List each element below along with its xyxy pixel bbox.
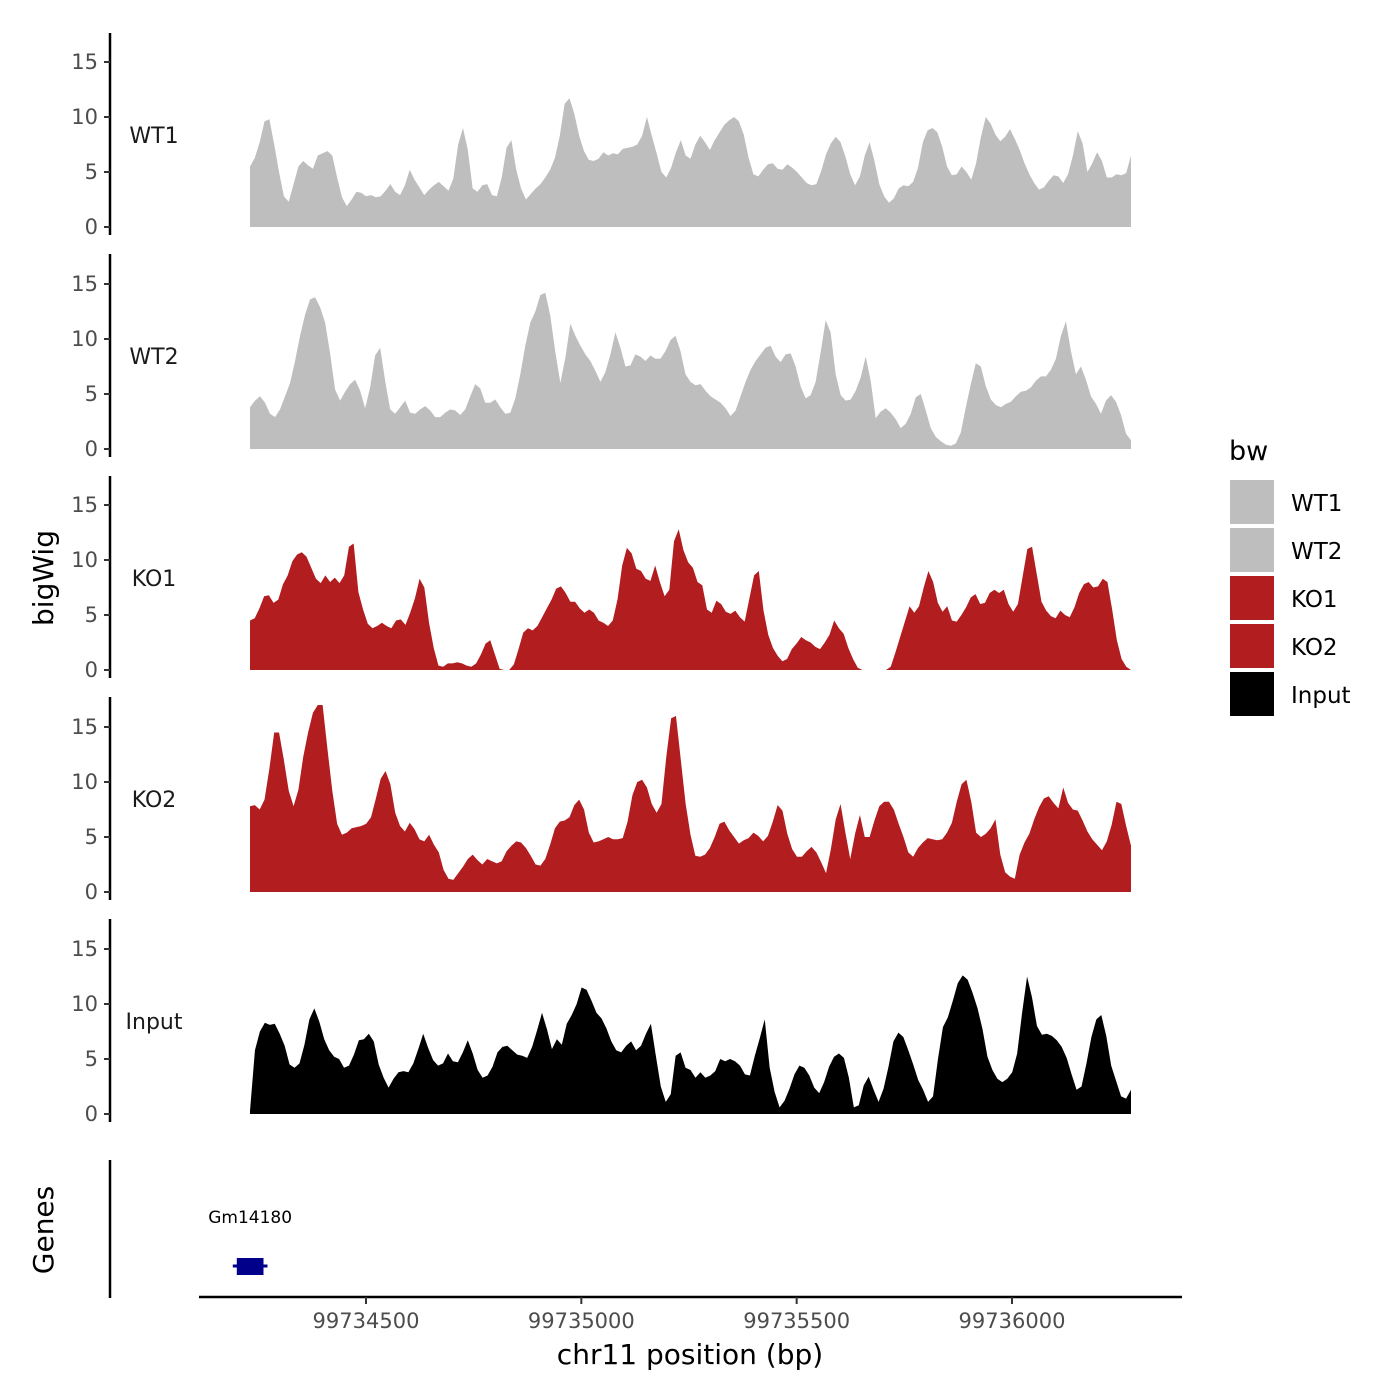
- gene-label: Gm14180: [208, 1208, 292, 1228]
- track-wt1: 0 5 10 15 WT1: [71, 33, 1131, 239]
- track-label: Input: [126, 1010, 183, 1035]
- y-tick-label: 10: [71, 770, 98, 794]
- signal-area-ko1: [250, 529, 1131, 670]
- tracks-layer: 0 5 10 15 WT1 0 5 10 15 WT2 0 5 10 15 KO1 0 5 10 15 KO2 0 5 10…: [71, 33, 1131, 1126]
- legend-label-wt2: WT2: [1291, 539, 1342, 565]
- y-tick-label: 0: [85, 880, 98, 904]
- y-tick-label: 15: [71, 715, 98, 739]
- y-tick-label: 15: [71, 50, 98, 74]
- signal-area-input: [250, 975, 1131, 1114]
- x-tick-label: 99734500: [313, 1309, 420, 1333]
- legend-swatch-ko1: [1230, 576, 1274, 620]
- signal-area-wt2: [250, 292, 1131, 449]
- x-tick-label: 99735500: [743, 1309, 850, 1333]
- track-wt2: 0 5 10 15 WT2: [71, 254, 1131, 461]
- x-axis: 99734500 99735000 99735500 99736000: [199, 1295, 1182, 1333]
- y-tick-label: 10: [71, 105, 98, 129]
- legend: bw WT1 WT2 KO1 KO2 Input: [1229, 436, 1351, 716]
- y-tick-label: 15: [71, 272, 98, 296]
- y-tick-label: 0: [85, 658, 98, 682]
- y-axis-title: bigWig: [27, 530, 60, 626]
- legend-label-wt1: WT1: [1291, 491, 1342, 517]
- y-tick-label: 0: [85, 215, 98, 239]
- y-tick-label: 10: [71, 992, 98, 1016]
- track-input: 0 5 10 15 Input: [71, 919, 1131, 1126]
- legend-swatch-wt1: [1230, 480, 1274, 524]
- legend-label-ko2: KO2: [1291, 635, 1338, 661]
- legend-title: bw: [1229, 436, 1268, 467]
- y-tick-label: 10: [71, 548, 98, 572]
- y-tick-label: 15: [71, 937, 98, 961]
- track-label: KO2: [132, 788, 177, 813]
- x-tick-label: 99736000: [959, 1309, 1066, 1333]
- track-ko2: 0 5 10 15 KO2: [71, 697, 1131, 904]
- x-axis-title: chr11 position (bp): [557, 1338, 823, 1371]
- y-tick-label: 10: [71, 327, 98, 351]
- track-label: WT2: [129, 345, 178, 370]
- y-tick-label: 5: [85, 160, 98, 184]
- y-tick-label: 5: [85, 603, 98, 627]
- y-tick-label: 5: [85, 825, 98, 849]
- y-tick-label: 0: [85, 1102, 98, 1126]
- genes-axis-title: Genes: [27, 1186, 60, 1274]
- x-tick-label: 99735000: [528, 1309, 635, 1333]
- legend-label-ko1: KO1: [1291, 587, 1338, 613]
- track-label: WT1: [129, 124, 178, 149]
- y-tick-label: 5: [85, 1047, 98, 1071]
- legend-swatch-input: [1230, 672, 1274, 716]
- track-ko1: 0 5 10 15 KO1: [71, 476, 1131, 682]
- legend-swatch-ko2: [1230, 624, 1274, 668]
- legend-label-input: Input: [1291, 683, 1351, 709]
- y-tick-label: 15: [71, 493, 98, 517]
- legend-swatch-wt2: [1230, 528, 1274, 572]
- y-tick-label: 5: [85, 382, 98, 406]
- genes-panel: Gm14180: [108, 1160, 292, 1298]
- y-tick-label: 0: [85, 437, 98, 461]
- signal-area-wt1: [250, 98, 1131, 227]
- track-label: KO1: [132, 567, 177, 592]
- signal-area-ko2: [250, 705, 1131, 892]
